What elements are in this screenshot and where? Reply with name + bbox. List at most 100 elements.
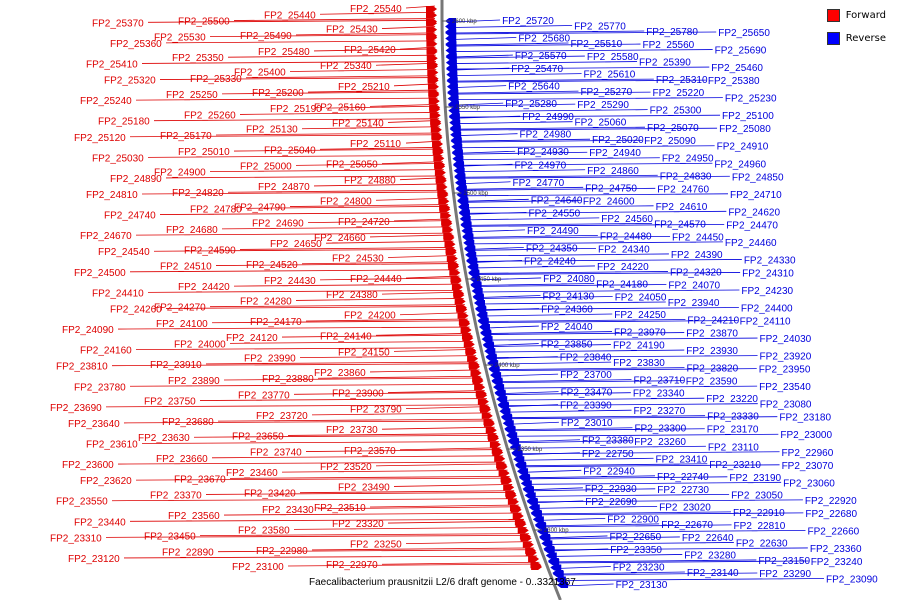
reverse-gene-label: FP2_25680: [518, 34, 570, 45]
connector-line: [295, 162, 444, 166]
connector-line: [369, 369, 480, 373]
legend-forward: Forward: [826, 8, 886, 23]
connector-line: [135, 477, 511, 481]
connector-line: [457, 151, 588, 155]
connector-line: [538, 517, 606, 521]
reverse-gene-arrow: [506, 432, 518, 439]
reverse-gene-arrow: [453, 167, 465, 174]
reverse-gene-arrow: [462, 234, 474, 241]
forward-gene-label: FP2_24660: [314, 233, 366, 244]
connector-line: [558, 572, 758, 576]
forward-gene-label: FP2_23660: [156, 454, 208, 465]
reverse-gene-label: FP2_23920: [760, 352, 812, 363]
connector-line: [451, 25, 573, 28]
connector-line: [375, 332, 471, 336]
connector-line: [456, 138, 591, 142]
reverse-gene-label: FP2_24860: [587, 166, 639, 177]
reverse-gene-label: FP2_24610: [656, 202, 708, 213]
connector-line: [461, 186, 584, 190]
reverse-gene-arrow: [447, 90, 459, 97]
connector-line: [523, 469, 582, 473]
reverse-gene-label: FP2_23290: [759, 569, 811, 580]
connector-line: [486, 331, 613, 334]
connector-line: [502, 397, 705, 401]
forward-gene-label: FP2_24510: [160, 262, 212, 273]
connector-line: [524, 475, 656, 479]
reverse-gene-arrow: [466, 258, 478, 265]
reverse-gene-arrow: [491, 378, 503, 385]
connector-line: [543, 530, 806, 533]
forward-gene-arrow: [528, 555, 540, 562]
reverse-gene-label: FP2_24250: [614, 310, 666, 321]
connector-line: [319, 277, 460, 281]
connector-line: [375, 62, 437, 66]
reverse-gene-label: FP2_23850: [541, 340, 593, 351]
reverse-gene-label: FP2_24230: [741, 286, 793, 297]
scale-tick-label: 2400 kbp: [495, 363, 520, 369]
reverse-gene-label: FP2_25230: [725, 94, 777, 105]
forward-gene-label: FP2_23880: [262, 374, 314, 385]
reverse-gene-label: FP2_24470: [726, 220, 778, 231]
connector-line: [405, 406, 490, 410]
reverse-gene-label: FP2_25070: [647, 123, 699, 134]
forward-gene-label: FP2_23580: [238, 525, 290, 536]
connector-line: [453, 97, 723, 101]
forward-gene-label: FP2_24870: [258, 182, 310, 193]
connector-line: [558, 571, 685, 575]
reverse-gene-label: FP2_24560: [601, 214, 653, 225]
connector-line: [453, 90, 579, 94]
connector-line: [470, 247, 524, 250]
forward-gene-label: FP2_25330: [190, 74, 242, 85]
forward-gene-arrow: [426, 26, 438, 33]
connector-line: [490, 349, 685, 353]
connector-line: [129, 383, 484, 387]
connector-line: [484, 325, 539, 329]
forward-gene-label: FP2_23490: [338, 482, 390, 493]
connector-line: [487, 337, 758, 341]
forward-gene-arrow: [463, 341, 475, 348]
forward-gene-arrow: [430, 126, 442, 133]
forward-gene-label: FP2_25400: [234, 68, 286, 79]
forward-gene-arrow: [437, 192, 449, 198]
connector-line: [159, 77, 437, 80]
scale-ticks: 2600 kbp 2550 kbp 2500 kbp 2450 kbp 2400 kbp…: [442, 19, 569, 534]
forward-gene-label: FP2_23890: [168, 376, 220, 387]
connector-line: [486, 332, 685, 335]
connector-line: [399, 312, 467, 316]
forward-gene-label: FP2_23430: [262, 505, 314, 516]
reverse-gene-arrow: [454, 174, 466, 181]
connector-line: [313, 183, 446, 187]
reverse-gene-arrow: [496, 396, 508, 403]
connector-line: [311, 412, 491, 416]
connector-line: [545, 536, 680, 540]
reverse-gene-label: FP2_24080: [543, 274, 595, 285]
forward-gene-arrow: [469, 363, 481, 370]
connector-line: [205, 361, 478, 365]
connector-line: [135, 232, 453, 236]
reverse-gene-label: FP2_22670: [661, 520, 713, 531]
reverse-gene-arrow: [458, 210, 470, 217]
forward-gene-arrow: [441, 220, 453, 227]
connector-line: [553, 559, 757, 563]
connector-line: [105, 534, 530, 538]
gene-labels: FP2_25540 FP2_25440 FP2_25500 FP2_25370 FP2_…: [50, 4, 878, 591]
forward-gene-arrow: [462, 335, 474, 342]
connector-line: [560, 578, 825, 581]
forward-gene-arrow: [459, 320, 471, 327]
connector-line: [223, 512, 522, 516]
reverse-gene-label: FP2_23350: [610, 545, 662, 556]
reverse-gene-label: FP2_25640: [508, 82, 560, 93]
reverse-gene-label: FP2_24190: [613, 341, 665, 352]
forward-gene-arrow: [525, 549, 537, 556]
reverse-gene-label: FP2_23110: [708, 442, 759, 453]
connector-line: [117, 461, 506, 465]
forward-gene-arrow: [446, 255, 458, 262]
forward-gene-label: FP2_24740: [104, 211, 156, 222]
connector-line: [519, 457, 654, 461]
connector-line: [311, 547, 535, 551]
forward-gene-label: FP2_25490: [240, 31, 292, 42]
forward-gene-label: FP2_25430: [326, 25, 378, 36]
forward-gene-arrow: [432, 149, 444, 156]
connector-line: [193, 434, 498, 438]
connector-line: [456, 139, 643, 143]
